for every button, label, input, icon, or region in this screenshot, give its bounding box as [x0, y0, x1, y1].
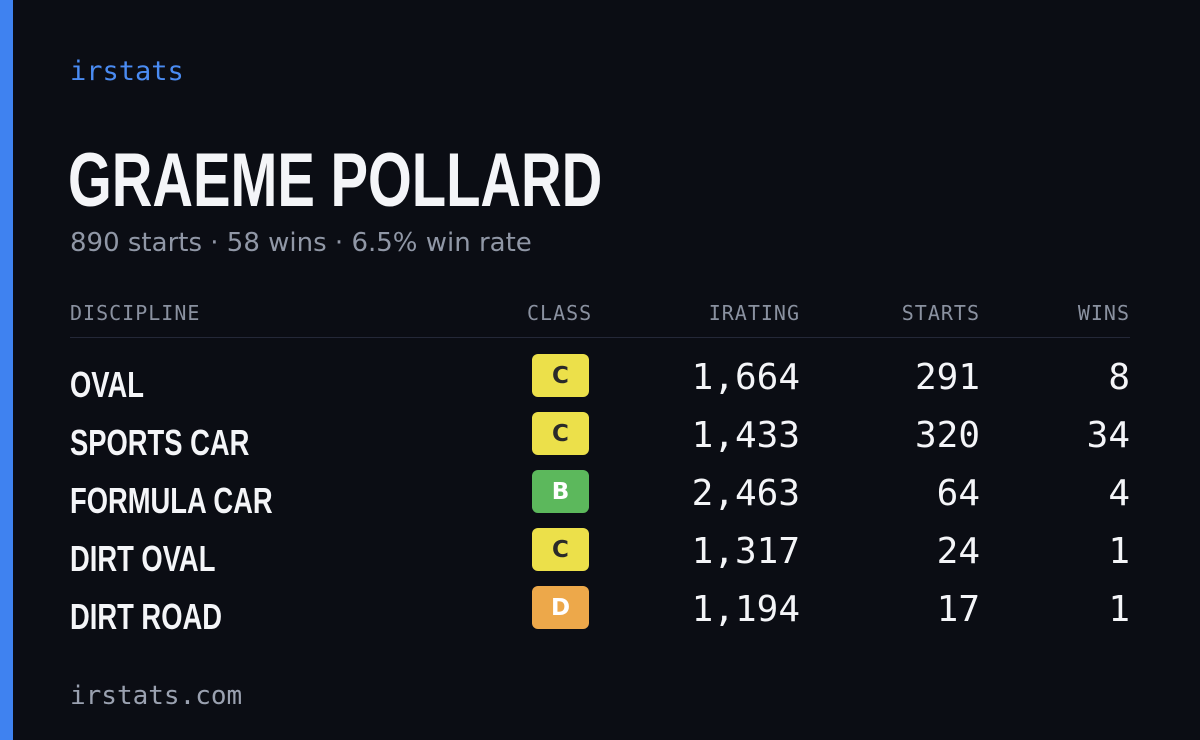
class-badge: B — [532, 470, 589, 513]
irating-value: 1,194 — [691, 589, 800, 630]
driver-summary: 890 starts · 58 wins · 6.5% win rate — [70, 228, 532, 258]
table-row: OVAL C 1,664 291 8 — [0, 354, 1200, 412]
discipline-name: SPORTS CAR — [70, 422, 250, 463]
class-badge: C — [532, 412, 589, 455]
irating-value: 1,317 — [691, 531, 800, 572]
starts-value: 24 — [936, 531, 980, 572]
wins-value: 1 — [1108, 589, 1130, 630]
starts-value: 64 — [936, 473, 980, 514]
column-header-starts: STARTS — [901, 301, 980, 325]
wins-value: 1 — [1108, 531, 1130, 572]
wins-value: 34 — [1086, 415, 1130, 456]
irating-value: 1,433 — [691, 415, 800, 456]
class-badge: D — [532, 586, 589, 629]
discipline-name: FORMULA CAR — [70, 480, 273, 521]
column-header-wins: WINS — [1077, 301, 1130, 325]
starts-value: 291 — [914, 357, 980, 398]
table-row: FORMULA CAR B 2,463 64 4 — [0, 470, 1200, 528]
accent-bar — [0, 0, 13, 740]
wins-value: 8 — [1108, 357, 1130, 398]
discipline-name: OVAL — [70, 364, 144, 405]
irating-value: 2,463 — [691, 473, 800, 514]
starts-value: 320 — [914, 415, 980, 456]
column-header-irating: IRATING — [708, 301, 800, 325]
table-row: DIRT OVAL C 1,317 24 1 — [0, 528, 1200, 586]
header-divider — [70, 337, 1130, 338]
brand-logo-text: irstats — [70, 56, 184, 87]
starts-value: 17 — [936, 589, 980, 630]
column-header-class: CLASS — [527, 301, 593, 325]
wins-value: 4 — [1108, 473, 1130, 514]
class-badge: C — [532, 528, 589, 571]
footer-domain: irstats.com — [70, 681, 243, 711]
discipline-name: DIRT OVAL — [70, 538, 216, 579]
class-badge: C — [532, 354, 589, 397]
table-row: SPORTS CAR C 1,433 320 34 — [0, 412, 1200, 470]
column-header-discipline: DISCIPLINE — [70, 301, 201, 325]
irating-value: 1,664 — [691, 357, 800, 398]
discipline-name: DIRT ROAD — [70, 596, 222, 637]
table-row: DIRT ROAD D 1,194 17 1 — [0, 586, 1200, 644]
driver-name: GRAEME POLLARD — [68, 138, 603, 223]
